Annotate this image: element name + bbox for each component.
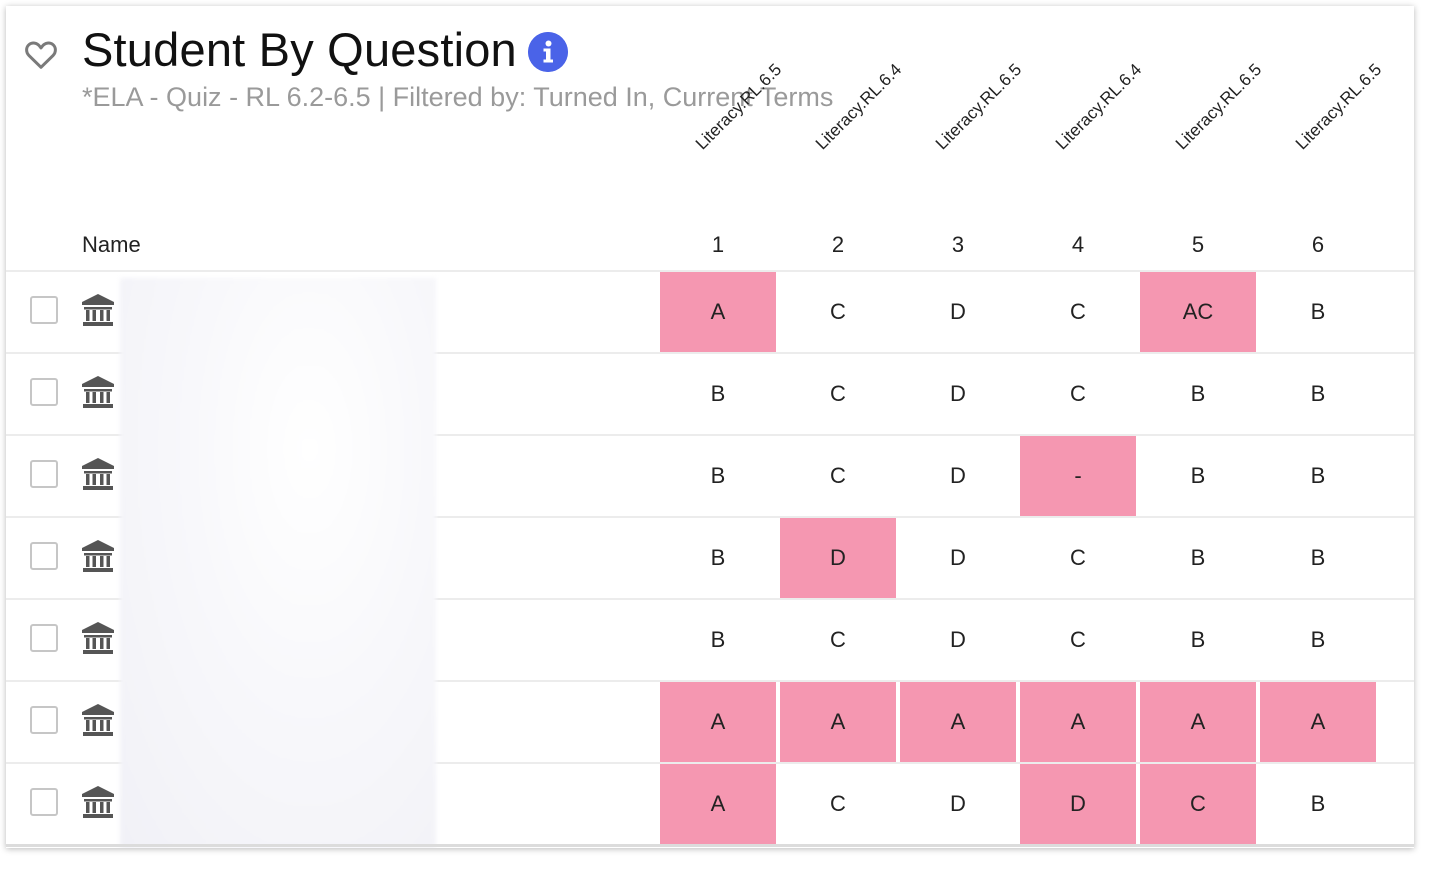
row-checkbox[interactable] xyxy=(30,624,58,652)
answer-cell[interactable]: C xyxy=(830,463,846,488)
institution-icon xyxy=(80,620,116,656)
row-checkbox[interactable] xyxy=(30,788,58,816)
question-standard-label: Literacy.RL.6.5 xyxy=(1291,59,1386,154)
answer-cell[interactable]: A xyxy=(1140,682,1256,762)
answer-cell[interactable]: B xyxy=(710,463,726,488)
answer-cell[interactable]: - xyxy=(1020,436,1136,516)
answer-cell[interactable]: B xyxy=(1310,627,1326,652)
institution-icon xyxy=(80,702,116,738)
answer-cell[interactable]: C xyxy=(1140,764,1256,844)
answer-cell[interactable]: A xyxy=(1020,682,1136,762)
answer-cell[interactable]: A xyxy=(660,682,776,762)
answer-cell[interactable]: D xyxy=(780,518,896,598)
row-checkbox[interactable] xyxy=(30,378,58,406)
row-checkbox[interactable] xyxy=(30,706,58,734)
row-checkbox[interactable] xyxy=(30,296,58,324)
answer-cell[interactable]: C xyxy=(1070,627,1086,652)
answer-cell[interactable]: B xyxy=(1310,299,1326,324)
question-standard-label: Literacy.RL.6.5 xyxy=(931,59,1026,154)
institution-icon xyxy=(80,374,116,410)
institution-icon xyxy=(80,784,116,820)
answer-cell[interactable]: B xyxy=(1310,381,1326,406)
name-column-header[interactable]: Name xyxy=(82,232,141,257)
answer-cell[interactable]: B xyxy=(1190,627,1206,652)
answer-cell[interactable]: B xyxy=(1310,545,1326,570)
answer-cell[interactable]: C xyxy=(1070,545,1086,570)
answer-cell[interactable]: C xyxy=(830,381,846,406)
question-number-header[interactable]: 1 xyxy=(711,232,725,257)
info-icon[interactable] xyxy=(528,32,568,72)
question-number-header[interactable]: 6 xyxy=(1311,232,1325,257)
answer-cell[interactable]: D xyxy=(950,299,966,324)
answer-cell[interactable]: B xyxy=(710,545,726,570)
answer-cell[interactable]: A xyxy=(660,764,776,844)
answer-cell[interactable]: D xyxy=(950,627,966,652)
institution-icon xyxy=(80,538,116,574)
question-number-header[interactable]: 5 xyxy=(1191,232,1205,257)
answer-cell[interactable]: B xyxy=(1190,463,1206,488)
answer-cell[interactable]: B xyxy=(1310,791,1326,816)
answer-cell[interactable]: A xyxy=(1260,682,1376,762)
row-checkbox[interactable] xyxy=(30,542,58,570)
answer-cell[interactable]: D xyxy=(1020,764,1136,844)
answer-cell[interactable]: C xyxy=(830,299,846,324)
answer-cell[interactable]: D xyxy=(950,545,966,570)
answer-cell[interactable]: B xyxy=(710,381,726,406)
row-checkbox[interactable] xyxy=(30,460,58,488)
student-by-question-card: Student By Question *ELA - Quiz - RL 6.2… xyxy=(6,6,1414,848)
answer-cell[interactable]: C xyxy=(830,627,846,652)
answer-cell[interactable]: A xyxy=(780,682,896,762)
redacted-student-names xyxy=(120,278,436,848)
question-standard-label: Literacy.RL.6.5 xyxy=(1171,59,1266,154)
question-number-header[interactable]: 4 xyxy=(1071,232,1085,257)
page-title: Student By Question xyxy=(82,23,517,76)
answer-cell[interactable]: B xyxy=(1190,545,1206,570)
answer-cell[interactable]: B xyxy=(1310,463,1326,488)
report-subtitle: *ELA - Quiz - RL 6.2-6.5 | Filtered by: … xyxy=(82,82,834,112)
answer-cell[interactable]: B xyxy=(1190,381,1206,406)
question-standard-label: Literacy.RL.6.4 xyxy=(1051,59,1146,154)
table-bottom-border xyxy=(6,844,1414,847)
answer-cell[interactable]: AC xyxy=(1140,272,1256,352)
answer-cell[interactable]: A xyxy=(900,682,1016,762)
answer-cell[interactable]: D xyxy=(950,791,966,816)
question-number-header[interactable]: 2 xyxy=(831,232,845,257)
answer-cell[interactable]: A xyxy=(660,272,776,352)
answer-cell[interactable]: C xyxy=(1070,299,1086,324)
answer-cell[interactable]: D xyxy=(950,381,966,406)
answer-cell[interactable]: C xyxy=(1070,381,1086,406)
heart-outline-icon[interactable] xyxy=(24,40,58,70)
institution-icon xyxy=(80,456,116,492)
table-row[interactable]: A C D C AC B xyxy=(6,270,1414,352)
answer-cell[interactable]: B xyxy=(710,627,726,652)
answer-cell[interactable]: D xyxy=(950,463,966,488)
institution-icon xyxy=(80,292,116,328)
answer-cell[interactable]: C xyxy=(830,791,846,816)
question-number-header[interactable]: 3 xyxy=(951,232,965,257)
